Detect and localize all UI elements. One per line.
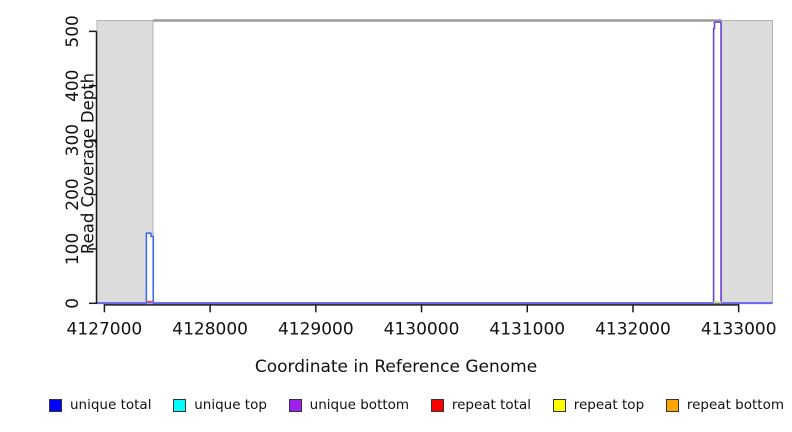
legend-item-repeat-top: repeat top <box>552 397 645 413</box>
y-axis-title: Read Coverage Depth <box>78 72 98 255</box>
legend-label: unique bottom <box>309 397 410 413</box>
legend-swatch-icon <box>173 398 187 412</box>
legend-item-repeat-bottom: repeat bottom <box>665 397 784 413</box>
x-axis-title: Coordinate in Reference Genome <box>254 357 538 377</box>
y-tick-label: 400 <box>63 70 83 102</box>
y-tick-label: 300 <box>63 124 83 156</box>
x-tick-label: 4128000 <box>172 319 248 339</box>
x-tick-label: 4133000 <box>701 319 777 339</box>
legend-swatch-icon <box>665 398 679 412</box>
series-unique-total-spike <box>97 232 773 305</box>
x-tick-label: 4132000 <box>595 319 671 339</box>
legend-item-repeat-total: repeat total <box>430 397 531 413</box>
x-tick-label: 4130000 <box>384 319 460 339</box>
legend-label: repeat bottom <box>686 397 784 413</box>
shaded-region <box>721 20 774 304</box>
series-unique-bottom-spike <box>712 21 722 304</box>
legend-swatch-icon <box>552 398 566 412</box>
legend-label: unique top <box>194 397 267 413</box>
shaded-region <box>96 20 154 304</box>
y-tick-label: 0 <box>63 298 83 309</box>
legend-swatch-icon <box>49 398 62 412</box>
y-tick-label: 200 <box>63 178 83 210</box>
series-repeat-top-base-segment <box>713 301 722 304</box>
legend: unique total unique top unique bottom repea… <box>49 394 784 416</box>
legend-item-unique-top: unique top <box>173 397 267 413</box>
x-tick-label: 4127000 <box>67 319 143 339</box>
legend-label: repeat top <box>573 397 645 413</box>
x-tick-label: 4129000 <box>278 319 354 339</box>
legend-label: unique total <box>70 397 152 413</box>
y-tick-label: 100 <box>63 233 83 265</box>
y-tick-label: 500 <box>63 15 83 47</box>
x-tick-label: 4131000 <box>489 319 565 339</box>
legend-item-unique-total: unique total <box>49 397 151 413</box>
legend-swatch-icon <box>430 398 444 412</box>
legend-label: repeat total <box>451 397 531 413</box>
legend-swatch-icon <box>288 398 302 412</box>
legend-item-unique-bottom: unique bottom <box>288 397 410 413</box>
